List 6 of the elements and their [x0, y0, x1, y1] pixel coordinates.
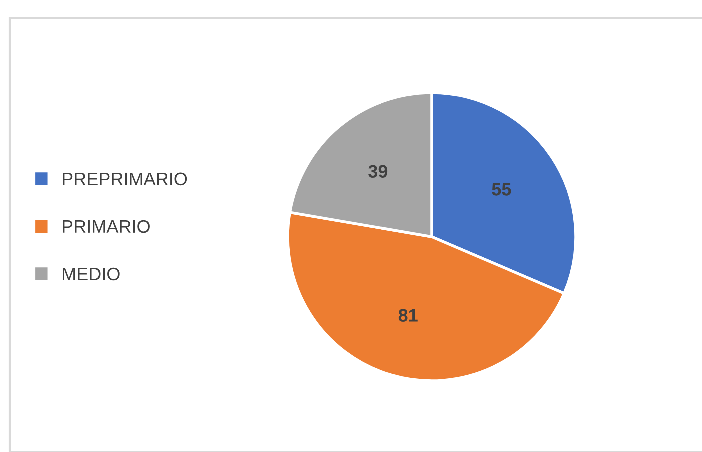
legend-label: MEDIO — [63, 268, 120, 281]
legend-label: PREPRIMARIO — [63, 172, 188, 186]
data-label: 55 — [492, 183, 512, 196]
data-label: 81 — [398, 309, 418, 322]
data-label: 39 — [368, 165, 388, 178]
legend-label: PRIMARIO — [63, 220, 150, 234]
